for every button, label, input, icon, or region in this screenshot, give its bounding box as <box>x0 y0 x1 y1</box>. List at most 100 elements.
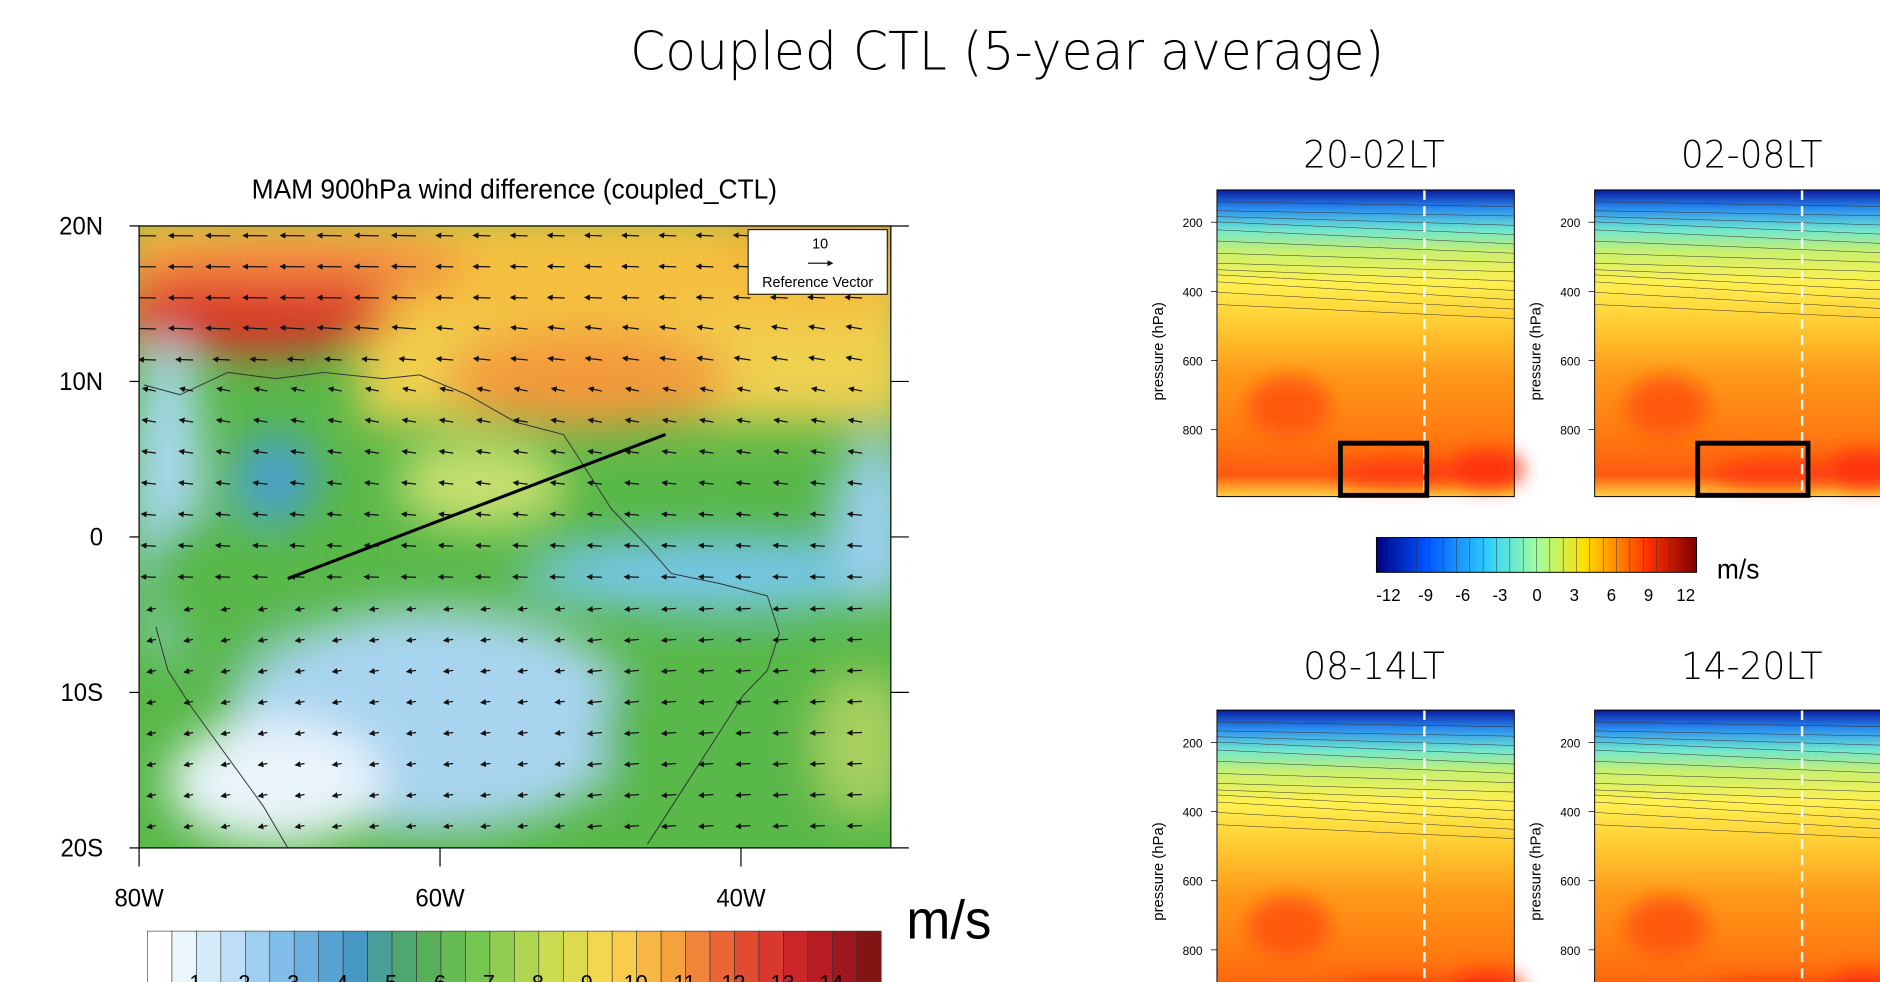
wind-arrow <box>480 667 491 675</box>
wind-arrow <box>146 606 156 613</box>
map-colorbar-label: 2 <box>238 970 250 982</box>
wind-arrow <box>405 823 417 830</box>
wind-arrow <box>660 573 677 581</box>
wind-arrow <box>658 294 677 301</box>
wind-arrow <box>698 448 714 455</box>
wind-arrow <box>658 232 677 239</box>
wind-arrow <box>809 636 825 643</box>
contour <box>1594 274 1880 291</box>
patch <box>1714 460 1835 486</box>
wind-arrow <box>294 605 305 613</box>
wind-arrow <box>177 511 194 518</box>
wind-arrow <box>480 605 491 612</box>
wind-arrow <box>364 386 379 393</box>
wind-arrow <box>547 355 565 362</box>
wind-arrow <box>735 448 751 455</box>
wind-arrow <box>698 480 714 487</box>
wind-arrow <box>183 730 194 737</box>
panel-y-label: 800 <box>1560 944 1580 958</box>
wind-arrow <box>773 417 788 424</box>
wind-arrow <box>546 263 565 270</box>
wind-arrow <box>772 698 788 706</box>
wind-arrow <box>390 294 417 301</box>
wind-arrow <box>326 573 342 581</box>
wind-arrow <box>391 324 417 331</box>
contour <box>1594 269 1880 281</box>
wind-arrow <box>660 792 677 799</box>
wind-arrow <box>175 356 194 363</box>
wind-arrow <box>512 542 528 549</box>
wind-arrow <box>331 668 342 675</box>
contour <box>1594 221 1880 235</box>
wind-arrow <box>331 761 342 768</box>
map-colorbar-cell <box>147 930 173 982</box>
map-x-label: 80W <box>114 885 163 912</box>
wind-arrow <box>252 417 268 424</box>
wind-arrow <box>660 823 677 830</box>
wind-arrow <box>554 760 565 768</box>
wind-arrow <box>326 511 342 518</box>
wind-arrow <box>361 356 379 363</box>
map-colorbar-label: 10 <box>624 970 648 982</box>
wind-arrow <box>623 637 640 644</box>
panel-y-axis-label: pressure (hPa) <box>1151 302 1167 400</box>
wind-arrow <box>257 730 268 737</box>
wind-arrow <box>177 542 194 549</box>
map-colorbar-cell <box>660 930 686 982</box>
wind-arrow <box>405 698 417 706</box>
contour <box>1594 304 1880 319</box>
wind-arrow <box>183 637 194 644</box>
wind-arrow <box>513 386 528 393</box>
wind-arrow <box>554 636 565 643</box>
wind-arrow <box>442 636 454 644</box>
wind-arrow <box>368 730 379 737</box>
wind-arrow <box>257 637 268 644</box>
contour <box>1594 783 1880 792</box>
map-colorbar-cell <box>196 930 222 982</box>
wind-arrow <box>401 386 417 393</box>
wind-arrow <box>623 573 640 581</box>
wind-arrow <box>735 667 751 675</box>
wind-arrow <box>183 606 194 613</box>
wind-arrow <box>290 417 305 424</box>
panel-y-label: 200 <box>1560 216 1580 230</box>
patch <box>1624 896 1709 959</box>
contour <box>1216 221 1515 235</box>
wind-arrow <box>554 605 565 612</box>
wind-arrow <box>140 511 156 518</box>
wind-arrow <box>586 761 602 768</box>
map-colorbar-cell <box>538 930 564 982</box>
wind-arrow <box>772 822 788 830</box>
wind-arrow <box>475 417 491 424</box>
contour <box>1216 274 1515 291</box>
wind-arrow <box>586 573 602 581</box>
wind-arrow <box>699 386 714 393</box>
panel-y-label: 600 <box>1183 874 1203 888</box>
wind-arrow <box>549 448 565 455</box>
wind-arrow <box>846 573 863 581</box>
wind-arrow <box>847 448 863 455</box>
contour <box>1216 741 1515 756</box>
panel-y-label: 600 <box>1183 354 1203 368</box>
wind-arrow <box>177 480 194 487</box>
wind-arrow <box>586 792 602 799</box>
panel-y-axis-label: pressure (hPa) <box>1529 822 1545 920</box>
map-field <box>139 225 891 848</box>
wind-arrow <box>438 448 454 455</box>
wind-arrow <box>214 511 231 518</box>
wind-arrow <box>140 480 156 487</box>
wind-arrow <box>807 294 825 301</box>
wind-arrow <box>257 823 268 830</box>
map-y-label: 20S <box>60 835 103 862</box>
wind-arrow <box>810 448 825 455</box>
panel-title: 20-02LT <box>1303 133 1445 177</box>
wind-arrow <box>437 542 454 549</box>
wind-arrow <box>257 699 268 706</box>
wind-arrow <box>331 699 342 706</box>
map-x-label: 60W <box>415 885 464 912</box>
wind-arrow <box>442 729 454 737</box>
map-y-label: 20N <box>59 213 103 240</box>
wind-arrow <box>661 417 677 424</box>
contour <box>1594 229 1880 244</box>
wind-arrow <box>517 605 528 612</box>
